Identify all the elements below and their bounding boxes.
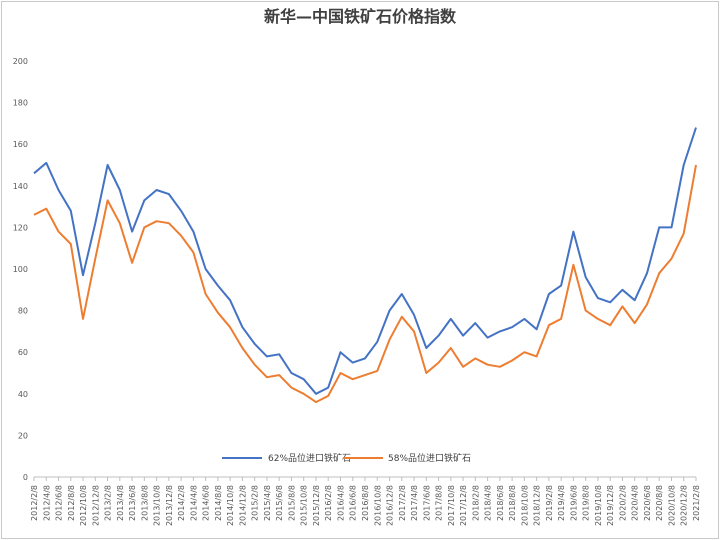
x-tick-label: 2015/8/8 [287, 485, 296, 521]
x-tick-label: 2017/2/8 [398, 485, 407, 521]
x-tick-label: 2012/8/8 [67, 485, 76, 521]
x-tick-label: 2013/8/8 [140, 485, 149, 521]
y-tick-label: 100 [13, 265, 28, 274]
y-tick-label: 120 [13, 223, 28, 232]
x-tick-label: 2021/2/8 [692, 485, 701, 521]
x-tick-label: 2013/4/8 [116, 485, 125, 521]
x-tick-label: 2013/12/8 [165, 485, 174, 526]
x-tick-label: 2014/10/8 [226, 485, 235, 526]
x-tick-label: 2018/4/8 [484, 485, 493, 521]
chart-title: 新华—中国铁矿石价格指数 [264, 7, 457, 26]
y-axis: 0 20 40 60 80 100 120 140 160 180 200 [13, 57, 28, 482]
x-tick-label: 2012/4/8 [42, 485, 51, 521]
x-tick-label: 2018/6/8 [496, 485, 505, 521]
x-tick-label: 2017/12/8 [459, 485, 468, 526]
x-tick-label: 2020/6/8 [643, 485, 652, 521]
x-tick-label: 2019/8/8 [582, 485, 591, 521]
x-tick-label: 2012/6/8 [55, 485, 64, 521]
x-tick-label: 2020/10/8 [667, 485, 676, 526]
x-tick-label: 2018/12/8 [533, 485, 542, 526]
x-tick-label: 2017/10/8 [447, 485, 456, 526]
y-tick-label: 200 [13, 57, 28, 66]
x-tick-label: 2020/4/8 [631, 485, 640, 521]
legend: 62%品位进口铁矿石 58%品位进口铁矿石 [222, 452, 471, 464]
x-tick-label: 2019/12/8 [606, 485, 615, 526]
x-tick-label: 2014/12/8 [238, 485, 247, 526]
x-tick-label: 2014/2/8 [177, 485, 186, 521]
x-tick-label: 2017/6/8 [422, 485, 431, 521]
x-tick-label: 2014/8/8 [214, 485, 223, 521]
x-tick-label: 2017/4/8 [410, 485, 419, 521]
series-layer [33, 127, 697, 404]
x-tick-label: 2015/12/8 [312, 485, 321, 526]
x-tick-label: 2018/8/8 [508, 485, 517, 521]
legend-label-2: 58%品位进口铁矿石 [388, 452, 471, 464]
y-tick-label: 160 [13, 140, 28, 149]
x-tick-label: 2015/6/8 [275, 485, 284, 521]
series-line-2 [33, 164, 697, 404]
legend-label-1: 62%品位进口铁矿石 [268, 452, 351, 464]
x-tick-label: 2016/8/8 [361, 485, 370, 521]
x-tick-label: 2016/4/8 [336, 485, 345, 521]
x-tick-label: 2018/2/8 [471, 485, 480, 521]
x-tick-label: 2012/10/8 [79, 485, 88, 526]
x-tick-label: 2016/2/8 [324, 485, 333, 521]
x-tick-label: 2019/10/8 [594, 485, 603, 526]
x-tick-label: 2013/6/8 [128, 485, 137, 521]
x-axis: 2012/2/8 2012/4/8 2012/6/8 2012/8/8 2012/10/… [30, 476, 701, 526]
x-tick-label: 2015/4/8 [263, 485, 272, 521]
x-tick-label: 2016/10/8 [373, 485, 382, 526]
x-tick-label: 2020/8/8 [655, 485, 664, 521]
x-tick-label: 2012/2/8 [30, 485, 39, 521]
x-tick-label: 2020/2/8 [618, 485, 627, 521]
x-tick-label: 2014/4/8 [189, 485, 198, 521]
x-tick-label: 2013/10/8 [153, 485, 162, 526]
series-line-1 [33, 127, 697, 395]
y-tick-label: 80 [18, 307, 28, 316]
y-tick-label: 180 [13, 99, 28, 108]
y-tick-label: 140 [13, 182, 28, 191]
x-tick-label: 2019/2/8 [545, 485, 554, 521]
x-tick-label: 2017/8/8 [435, 485, 444, 521]
y-tick-label: 0 [23, 473, 28, 482]
x-tick-label: 2019/4/8 [557, 485, 566, 521]
x-tick-label: 2016/12/8 [386, 485, 395, 526]
x-tick-label: 2018/10/8 [520, 485, 529, 526]
x-tick-label: 2019/6/8 [569, 485, 578, 521]
x-tick-label: 2016/6/8 [349, 485, 358, 521]
x-tick-label: 2015/2/8 [251, 485, 260, 521]
x-tick-label: 2012/12/8 [91, 485, 100, 526]
x-tick-label: 2020/12/8 [680, 485, 689, 526]
y-tick-label: 20 [18, 431, 28, 440]
x-tick-label: 2014/6/8 [202, 485, 211, 521]
y-tick-label: 40 [18, 390, 28, 399]
x-tick-label: 2015/10/8 [300, 485, 309, 526]
x-tick-label: 2013/2/8 [104, 485, 113, 521]
y-tick-label: 60 [18, 348, 28, 357]
